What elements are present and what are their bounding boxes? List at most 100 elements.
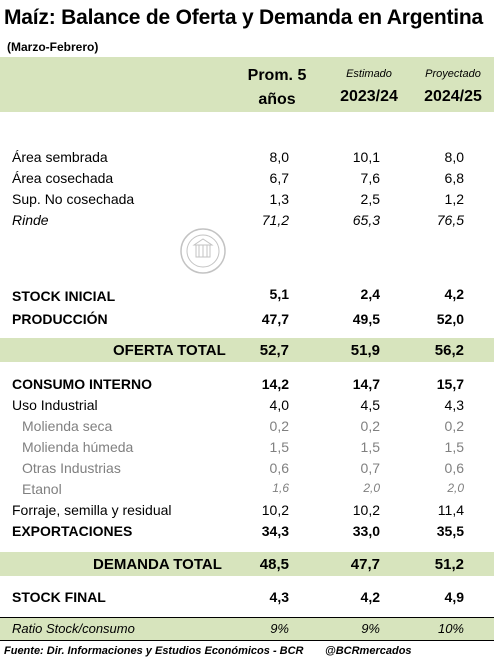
row-label: STOCK INICIAL	[12, 288, 116, 304]
cell-2024: 51,2	[434, 556, 464, 573]
row-area-cosechada: Área cosechada 6,7 7,6 6,8	[0, 168, 494, 188]
cell-prom: 1,6	[272, 481, 289, 495]
cell-prom: 48,5	[259, 556, 289, 573]
row-consumo-interno: CONSUMO INTERNO 14,2 14,7 15,7	[0, 374, 494, 394]
source-note: Fuente: Dir. Informaciones y Estudios Ec…	[4, 645, 304, 657]
row-label: Etanol	[22, 481, 62, 497]
cell-2024: 11,4	[437, 502, 464, 518]
cell-2023: 47,7	[350, 556, 380, 573]
cell-2024: 0,6	[444, 460, 464, 476]
row-label: Rinde	[12, 212, 49, 228]
cell-2023: 0,2	[360, 418, 380, 434]
cell-prom: 4,0	[269, 397, 289, 413]
cell-2023: 2,5	[360, 191, 380, 207]
header-col1-line2: años	[258, 91, 296, 108]
row-label: PRODUCCIÓN	[12, 311, 108, 327]
cell-2023: 9%	[361, 621, 380, 636]
cell-prom: 34,3	[261, 523, 289, 539]
page-title: Maíz: Balance de Oferta y Demanda en Arg…	[4, 6, 483, 29]
cell-2023: 49,5	[352, 311, 380, 327]
cell-2024: 4,9	[444, 589, 464, 605]
cell-2024: 35,5	[436, 523, 464, 539]
cell-prom: 0,2	[269, 418, 289, 434]
row-label: STOCK FINAL	[12, 589, 106, 605]
cell-2023: 10,2	[352, 502, 380, 518]
row-label: Otras Industrias	[22, 460, 121, 476]
cell-prom: 5,1	[269, 286, 289, 302]
cell-prom: 10,2	[261, 502, 289, 518]
cell-2024: 15,7	[436, 376, 464, 392]
row-etanol: Etanol 1,6 2,0 2,0	[0, 479, 494, 499]
row-stock-inicial: STOCK INICIAL 5,1 2,4 4,2	[0, 284, 494, 304]
row-uso-industrial: Uso Industrial 4,0 4,5 4,3	[0, 395, 494, 415]
cell-2023: 10,1	[352, 149, 380, 165]
row-label: Ratio Stock/consumo	[12, 621, 135, 636]
row-oferta-total: OFERTA TOTAL 52,7 51,9 56,2	[0, 340, 494, 360]
header-col2-year: 2023/24	[340, 88, 398, 105]
row-no-cosechada: Sup. No cosechada 1,3 2,5 1,2	[0, 189, 494, 209]
row-molienda-humeda: Molienda húmeda 1,5 1,5 1,5	[0, 437, 494, 457]
cell-2023: 51,9	[350, 342, 380, 359]
row-label: OFERTA TOTAL	[113, 342, 226, 359]
header-col2-note: Estimado	[346, 68, 392, 80]
row-produccion: PRODUCCIÓN 47,7 49,5 52,0	[0, 309, 494, 329]
row-forraje: Forraje, semilla y residual 10,2 10,2 11…	[0, 500, 494, 520]
ratio-band	[0, 618, 494, 640]
row-exportaciones: EXPORTACIONES 34,3 33,0 35,5	[0, 521, 494, 541]
cell-2023: 33,0	[352, 523, 380, 539]
cell-prom: 1,5	[269, 439, 289, 455]
bcr-seal-icon	[180, 228, 226, 274]
cell-2023: 14,7	[352, 376, 380, 392]
row-demanda-total: DEMANDA TOTAL 48,5 47,7 51,2	[0, 554, 494, 574]
table-header	[0, 57, 494, 112]
row-label: EXPORTACIONES	[12, 523, 133, 539]
cell-2023: 4,2	[360, 589, 380, 605]
cell-prom: 8,0	[269, 149, 289, 165]
row-label: DEMANDA TOTAL	[93, 556, 222, 573]
demanda-total-band	[0, 552, 494, 576]
cell-2024: 1,5	[444, 439, 464, 455]
cell-prom: 6,7	[269, 170, 289, 186]
cell-prom: 1,3	[269, 191, 289, 207]
row-label: CONSUMO INTERNO	[12, 376, 152, 392]
cell-2023: 1,5	[360, 439, 380, 455]
row-label: Forraje, semilla y residual	[12, 502, 172, 518]
cell-2024: 56,2	[434, 342, 464, 359]
cell-2024: 8,0	[444, 149, 464, 165]
row-label: Molienda húmeda	[22, 439, 134, 455]
row-ratio: Ratio Stock/consumo 9% 9% 10%	[0, 619, 494, 639]
cell-2023: 2,0	[363, 481, 380, 495]
cell-prom: 14,2	[261, 376, 289, 392]
cell-prom: 0,6	[269, 460, 289, 476]
social-handle: @BCRmercados	[325, 645, 412, 657]
cell-2023: 4,5	[360, 397, 380, 413]
cell-2024: 6,8	[444, 170, 464, 186]
row-label: Área cosechada	[12, 170, 114, 186]
row-otras-industrias: Otras Industrias 0,6 0,7 0,6	[0, 458, 494, 478]
cell-2024: 2,0	[447, 481, 464, 495]
row-label: Área sembrada	[12, 149, 108, 165]
cell-2024: 0,2	[444, 418, 464, 434]
header-col3-note: Proyectado	[425, 68, 481, 80]
divider	[0, 617, 494, 618]
header-col1-line1: Prom. 5	[247, 67, 307, 84]
cell-2024: 76,5	[436, 212, 464, 228]
cell-2024: 10%	[437, 621, 464, 636]
cell-prom: 47,7	[261, 311, 289, 327]
cell-prom: 71,2	[261, 212, 289, 228]
row-label: Sup. No cosechada	[12, 191, 135, 207]
cell-2023: 65,3	[352, 212, 380, 228]
row-rinde: Rinde 71,2 65,3 76,5	[0, 210, 494, 230]
cell-2024: 4,3	[444, 397, 464, 413]
cell-2024: 52,0	[436, 311, 464, 327]
oferta-total-band	[0, 338, 494, 362]
row-molienda-seca: Molienda seca 0,2 0,2 0,2	[0, 416, 494, 436]
row-stock-final: STOCK FINAL 4,3 4,2 4,9	[0, 587, 494, 607]
page-subtitle: (Marzo-Febrero)	[7, 40, 99, 54]
cell-2023: 2,4	[360, 286, 380, 302]
row-label: Molienda seca	[22, 418, 113, 434]
cell-2024: 1,2	[444, 191, 464, 207]
header-col1: Prom. 5 años	[236, 64, 318, 112]
divider	[0, 640, 494, 641]
header-col3-year: 2024/25	[424, 88, 482, 105]
